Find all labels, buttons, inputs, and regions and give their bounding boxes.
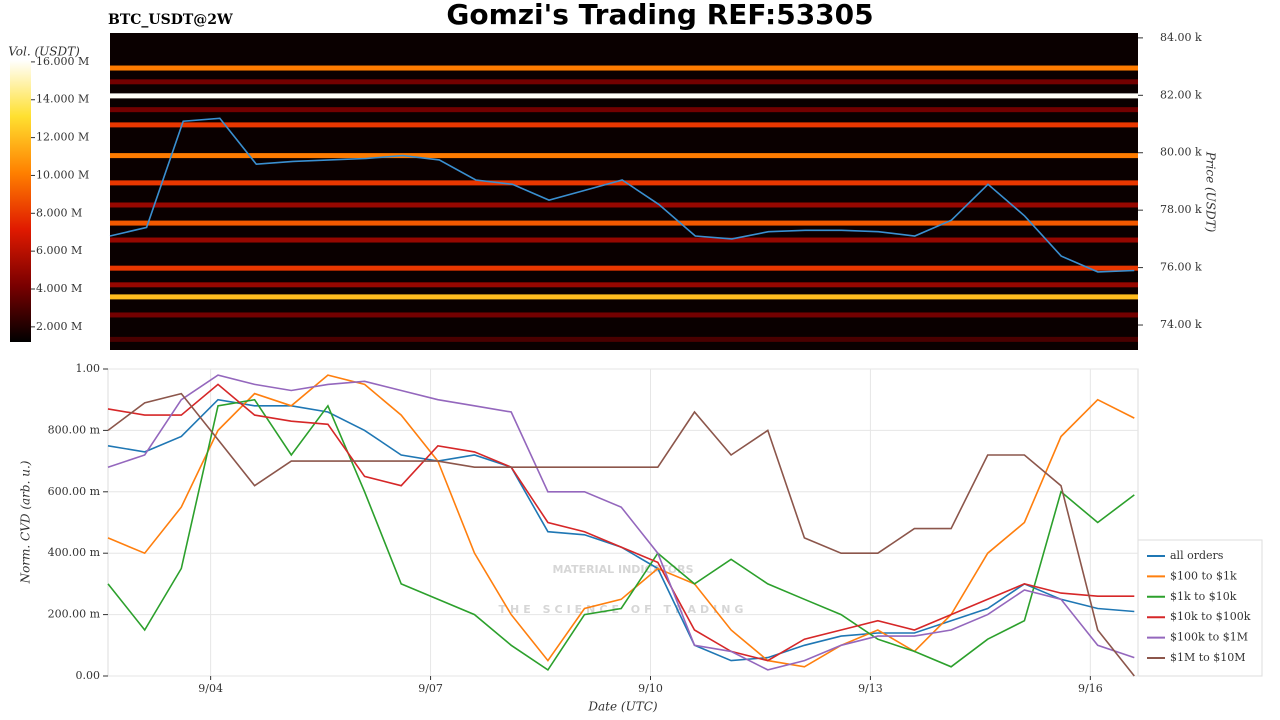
liquidity-level — [110, 312, 1138, 318]
colorbar-tick-label: 2.000 M — [36, 320, 82, 333]
liquidity-level — [110, 79, 1138, 85]
cvd-line — [107, 398, 1135, 672]
colorbar — [10, 60, 31, 342]
legend-label: $1k to $10k — [1170, 590, 1237, 603]
chart-title: Gomzi's Trading REF:53305 — [446, 0, 873, 31]
y-tick-label: 400.00 m — [48, 546, 101, 559]
liquidity-level — [110, 107, 1138, 113]
legend-label: $1M to $10M — [1170, 651, 1246, 664]
liquidity-level — [110, 122, 1138, 128]
legend-label: $100k to $1M — [1170, 631, 1248, 644]
liquidity-level — [110, 265, 1138, 271]
colorbar-tick-label: 12.000 M — [36, 131, 89, 144]
liquidity-level — [110, 65, 1138, 71]
colorbar-tick-label: 10.000 M — [36, 168, 89, 181]
cvd-line — [107, 392, 1135, 677]
x-tick-label: 9/07 — [418, 682, 443, 695]
chart-subtitle: BTC_USDT@2W — [108, 12, 233, 28]
legend-label: $10k to $100k — [1170, 610, 1251, 623]
liquidity-level — [110, 180, 1138, 186]
y-tick-label: 80.00 k — [1160, 146, 1202, 159]
colorbar-tick-label: 16.000 M — [36, 55, 89, 68]
liquidity-level — [110, 93, 1138, 99]
watermark-title: MATERIAL INDICATORS — [552, 563, 693, 576]
cvd-line — [107, 374, 1135, 671]
y-tick-label: 74.00 k — [1160, 318, 1202, 331]
price-line — [109, 117, 1135, 273]
x-tick-label: 9/13 — [858, 682, 883, 695]
colorbar-tick-label: 4.000 M — [36, 282, 82, 295]
x-axis-label: Date (UTC) — [587, 700, 657, 714]
liquidity-level — [110, 237, 1138, 243]
legend-label: all orders — [1170, 549, 1224, 562]
y-tick-label: 0.00 — [76, 669, 101, 682]
y-tick-label: 84.00 k — [1160, 31, 1202, 44]
colorbar-label: Vol. (USDT) — [8, 45, 80, 59]
liquidity-level — [110, 282, 1138, 288]
y-tick-label: 800.00 m — [48, 423, 101, 436]
liquidity-level — [110, 336, 1138, 342]
liquidity-level — [110, 220, 1138, 226]
cvd-line — [107, 374, 1135, 668]
y-axis-label: Price (USDT) — [1204, 151, 1218, 233]
colorbar-tick-label: 14.000 M — [36, 93, 89, 106]
y-tick-label: 200.00 m — [48, 608, 101, 621]
colorbar-tick-label: 6.000 M — [36, 244, 82, 257]
x-tick-label: 9/16 — [1078, 682, 1103, 695]
y-tick-label: 76.00 k — [1160, 261, 1202, 274]
cvd-line — [107, 383, 1135, 662]
legend-label: $100 to $1k — [1170, 569, 1237, 582]
liquidity-level — [110, 294, 1138, 300]
y-tick-label: 78.00 k — [1160, 203, 1202, 216]
liquidity-level — [110, 153, 1138, 159]
x-tick-label: 9/10 — [638, 682, 663, 695]
liquidity-level — [110, 202, 1138, 208]
x-tick-label: 9/04 — [198, 682, 223, 695]
legend — [1137, 539, 1263, 677]
colorbar-tick-label: 8.000 M — [36, 206, 82, 219]
y-tick-label: 600.00 m — [48, 485, 101, 498]
y-axis-label: Norm. CVD (arb. u.) — [19, 460, 33, 584]
y-tick-label: 1.00 — [76, 362, 101, 375]
y-tick-label: 82.00 k — [1160, 88, 1202, 101]
plot-area — [107, 368, 1139, 677]
